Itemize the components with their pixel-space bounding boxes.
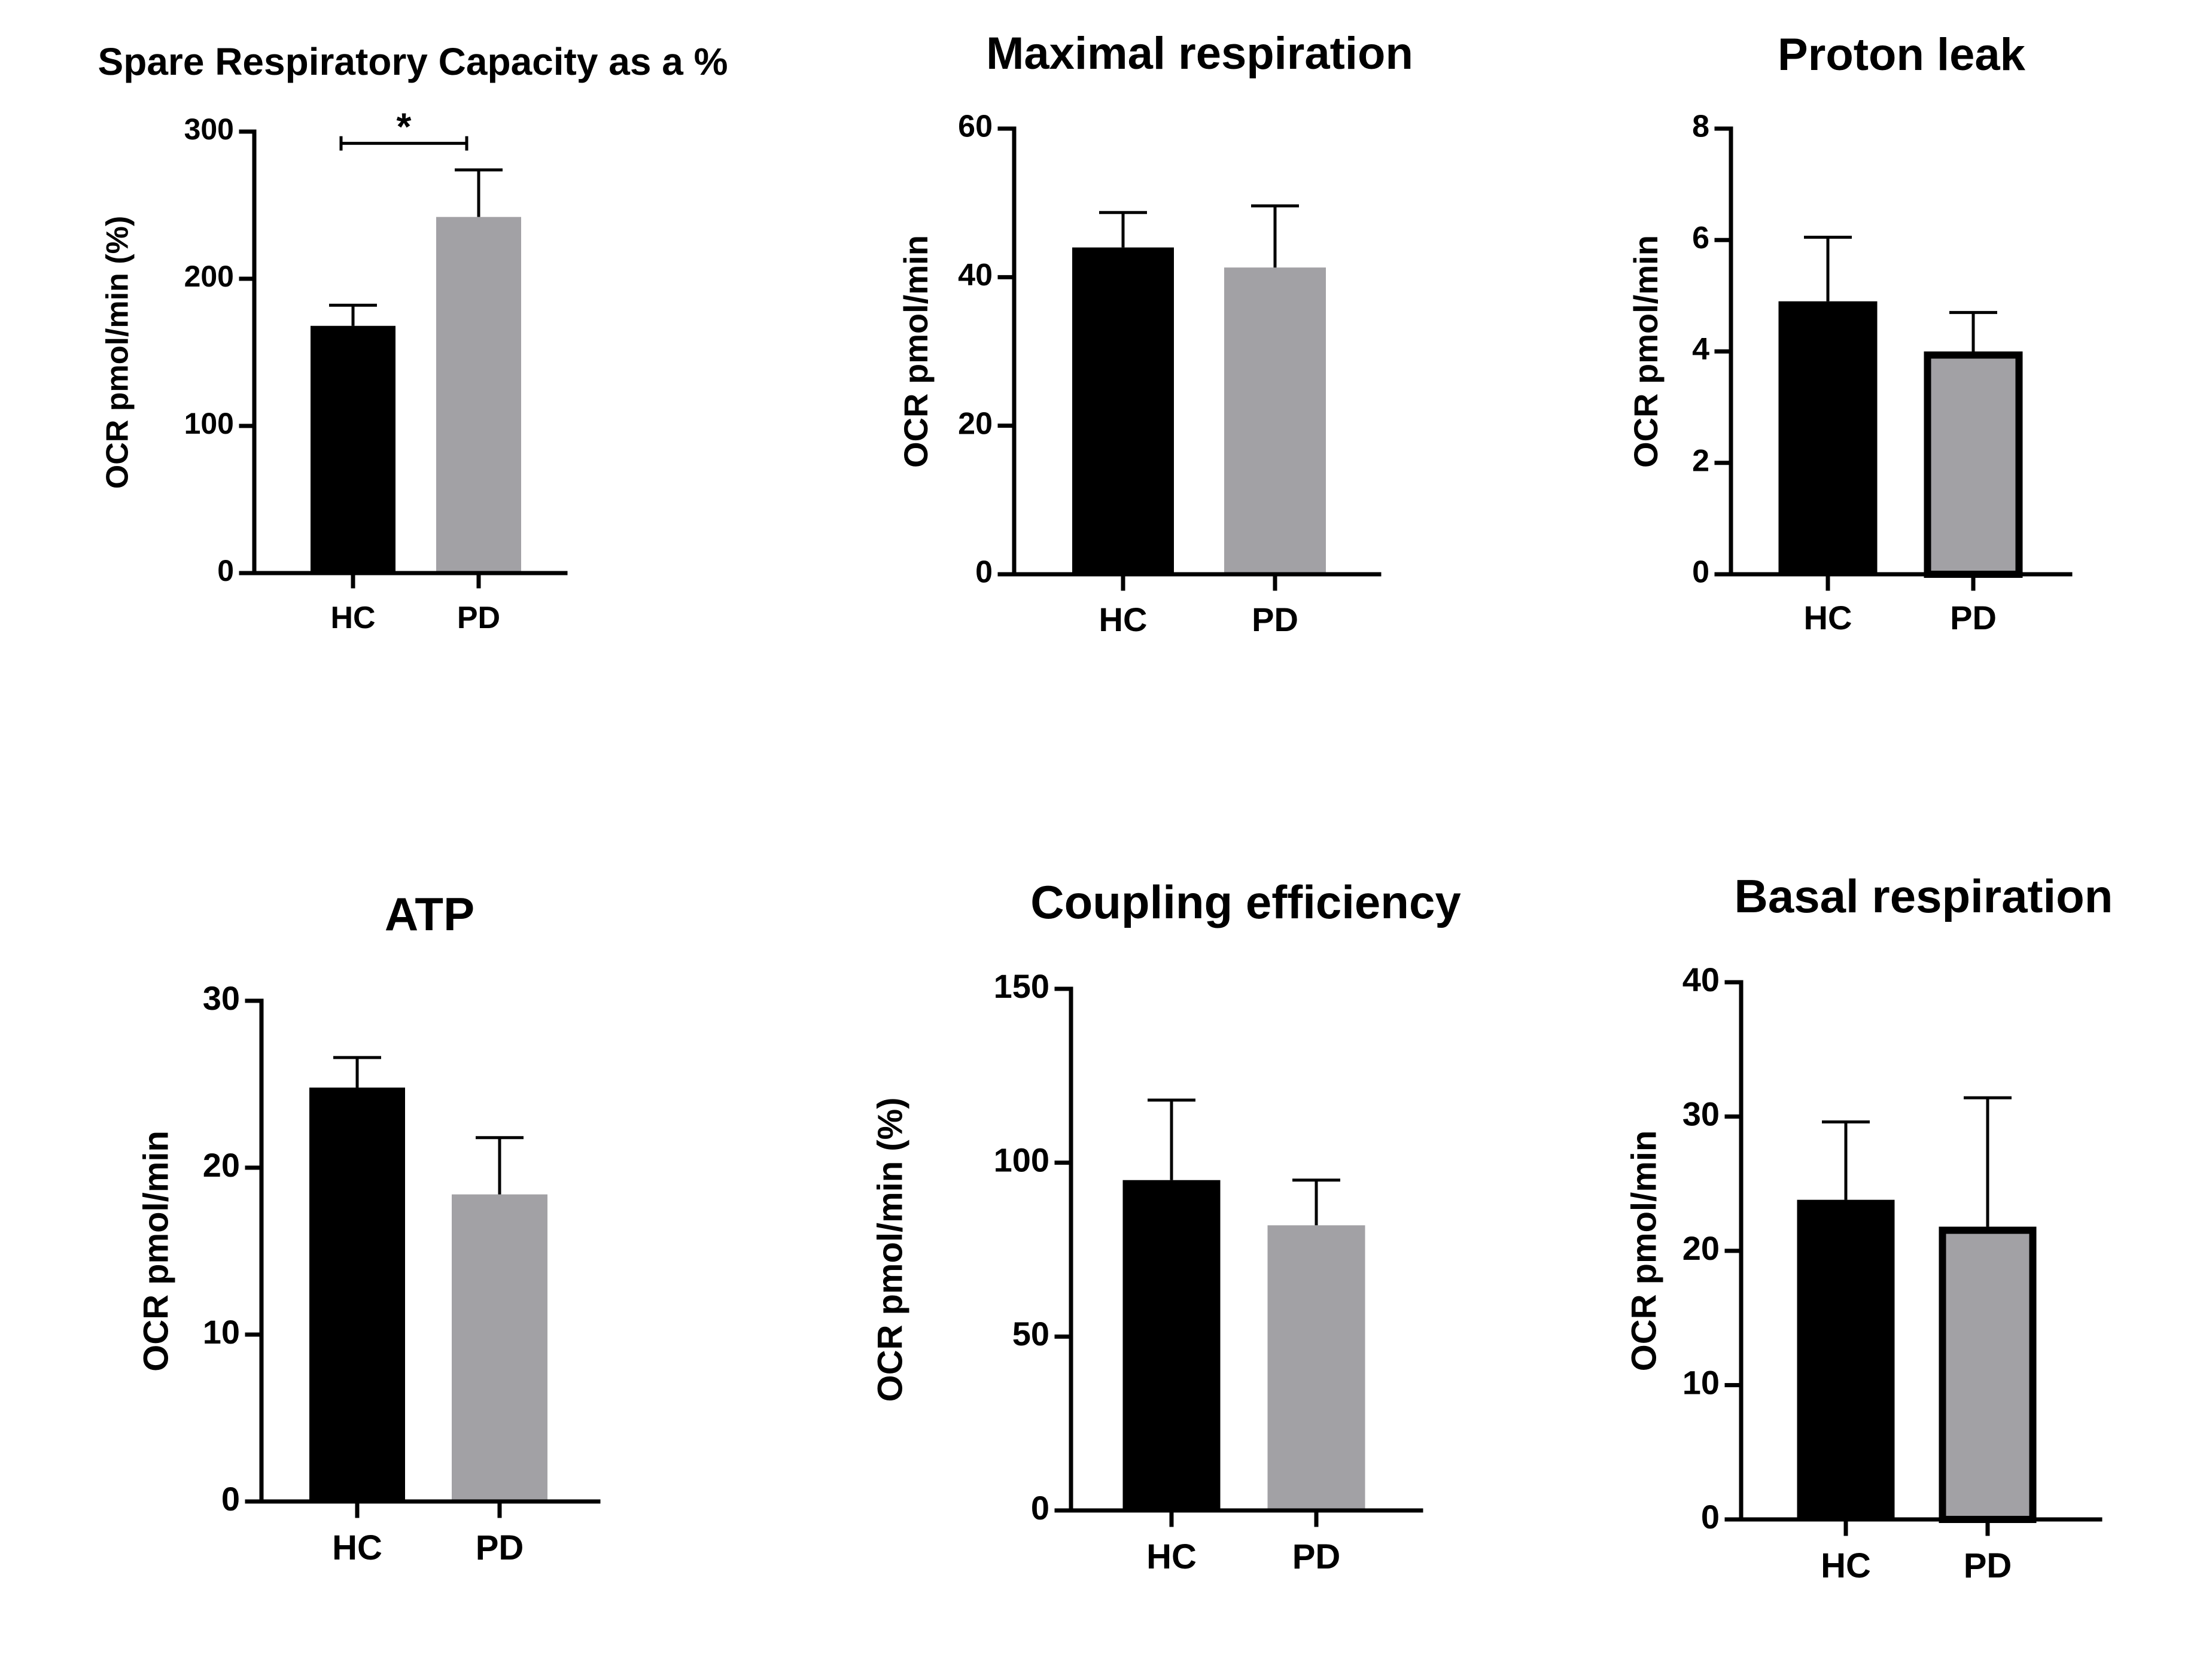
x-tick-label: PD [476, 1528, 524, 1567]
y-tick-label: 150 [994, 967, 1049, 1005]
bar-hc [309, 1088, 405, 1501]
y-tick-label: 300 [184, 112, 234, 146]
bar-pd [436, 217, 521, 573]
y-tick-label: 0 [221, 1480, 240, 1518]
y-axis-label: OCR pmol/min [136, 1131, 175, 1372]
y-tick-label: 20 [203, 1146, 240, 1184]
y-tick-label: 2 [1692, 443, 1709, 478]
bar-hc [1797, 1199, 1895, 1519]
bar-hc [311, 325, 395, 573]
chart-panel-5: Coupling efficiency OCR pmol/min (%) HC PD 0… [871, 876, 1461, 1576]
x-tick-label: PD [1964, 1546, 2012, 1585]
y-tick-label: 10 [1682, 1363, 1720, 1401]
chart-title: Basal respiration [1735, 870, 2113, 922]
y-axis-label: OCR pmol/min [897, 235, 935, 468]
y-tick-label: 6 [1692, 221, 1709, 255]
x-tick-label: HC [330, 601, 375, 635]
y-tick-label: 200 [184, 260, 234, 293]
y-tick-label: 0 [1031, 1489, 1049, 1527]
y-axis-label: OCR pmol/min [1624, 1131, 1663, 1372]
y-axis-label: OCR pmol/min (%) [101, 216, 135, 489]
y-tick-label: 0 [217, 554, 234, 587]
bar-pd [452, 1194, 547, 1501]
chart-title: Coupling efficiency [1030, 876, 1461, 928]
y-tick-label: 4 [1692, 332, 1709, 367]
significance-label: * [397, 105, 412, 148]
chart-title: Maximal respiration [986, 28, 1413, 79]
bar-pd [1267, 1225, 1365, 1510]
y-tick-label: 0 [1701, 1498, 1720, 1536]
chart-title: ATP [385, 888, 474, 940]
x-tick-label: HC [332, 1528, 382, 1567]
y-axis-label: OCR pmol/min (%) [871, 1097, 909, 1402]
y-axis-label: OCR pmol/min [1627, 235, 1665, 468]
chart-panel-1: Spare Respiratory Capacity as a % OCR pmo… [98, 40, 728, 635]
x-tick-label: PD [1950, 599, 1997, 636]
bar-hc [1072, 247, 1174, 575]
chart-panel-3: Proton leak OCR pmol/min HC PD 0 2 4 6 8 [1627, 29, 2073, 636]
x-tick-label: HC [1146, 1537, 1197, 1576]
y-tick-label: 100 [994, 1141, 1049, 1178]
y-tick-label: 0 [1692, 555, 1709, 590]
chart-panel-4: ATP OCR pmol/min HC PD 0 10 20 30 [136, 888, 601, 1567]
y-tick-label: 60 [958, 109, 993, 144]
x-tick-label: PD [1252, 601, 1298, 638]
y-tick-label: 20 [958, 406, 993, 441]
y-tick-label: 40 [958, 258, 993, 293]
y-tick-label: 40 [1682, 961, 1720, 998]
bar-pd [1939, 1226, 2037, 1524]
x-tick-label: PD [457, 601, 500, 635]
x-tick-label: HC [1099, 601, 1148, 638]
chart-title: Proton leak [1778, 29, 2026, 80]
bar-hc [1778, 301, 1878, 574]
bar-hc [1122, 1180, 1221, 1510]
y-tick-label: 8 [1692, 109, 1709, 144]
chart-title: Spare Respiratory Capacity as a % [98, 40, 728, 83]
y-tick-label: 30 [1682, 1095, 1720, 1132]
x-tick-label: PD [1292, 1537, 1341, 1576]
y-tick-label: 20 [1682, 1229, 1720, 1267]
x-tick-label: HC [1804, 599, 1852, 636]
y-tick-label: 30 [203, 979, 240, 1017]
y-tick-label: 0 [975, 555, 993, 590]
x-tick-label: HC [1821, 1546, 1871, 1585]
chart-panel-2: Maximal respiration OCR pmol/min HC PD 0 20 40… [897, 28, 1413, 638]
bar-pd [1224, 267, 1326, 575]
y-tick-label: 100 [184, 407, 234, 440]
y-tick-label: 50 [1012, 1315, 1049, 1353]
bar-pd [1924, 351, 2023, 578]
y-tick-label: 10 [203, 1313, 240, 1351]
chart-panel-6: Basal respiration OCR pmol/min HC PD 0 10 20 30… [1624, 870, 2113, 1585]
